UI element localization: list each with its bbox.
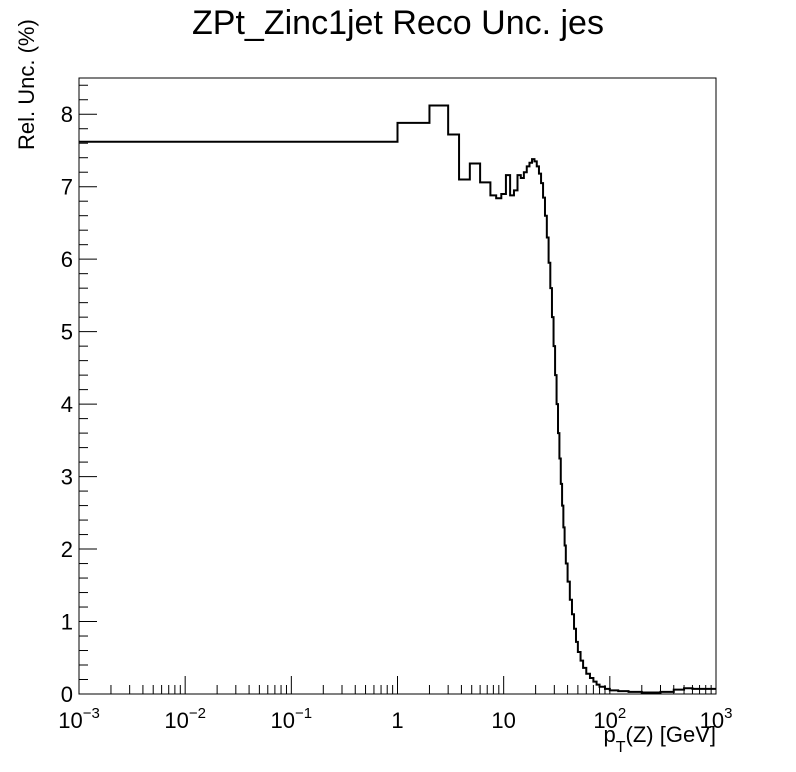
y-tick-label: 5 [61, 320, 73, 345]
x-axis-label-text: pT(Z) [GeV] [604, 722, 716, 756]
series-line [79, 104, 716, 694]
y-tick-label: 1 [61, 610, 73, 635]
y-tick-label: 4 [61, 392, 73, 417]
chart-title: ZPt_Zinc1jet Reco Unc. jes [192, 4, 604, 42]
y-tick-label: 7 [61, 175, 73, 200]
x-tick-label: 10 [491, 708, 515, 733]
x-tick-label: 103 [700, 705, 733, 733]
y-tick-label: 2 [61, 537, 73, 562]
y-tick-label: 8 [61, 102, 73, 127]
axes-group: 10−3 10−2 10−1 1 10 102 103 0 1 2 3 4 5 6 7 8 [58, 77, 733, 733]
x-tick-label: 10−1 [271, 705, 313, 733]
y-tick-label: 0 [61, 682, 73, 707]
y-tick-label: 6 [61, 247, 73, 272]
y-tick-label: 3 [61, 465, 73, 490]
plot-frame [78, 77, 717, 695]
series-group [79, 104, 716, 694]
x-tick-label: 1 [391, 708, 403, 733]
x-tick-label: 10−2 [164, 705, 206, 733]
x-axis-label: pT(Z) [GeV] [604, 722, 716, 756]
x-tick-label: 102 [593, 705, 626, 733]
x-tick-label: 10−3 [58, 705, 100, 733]
